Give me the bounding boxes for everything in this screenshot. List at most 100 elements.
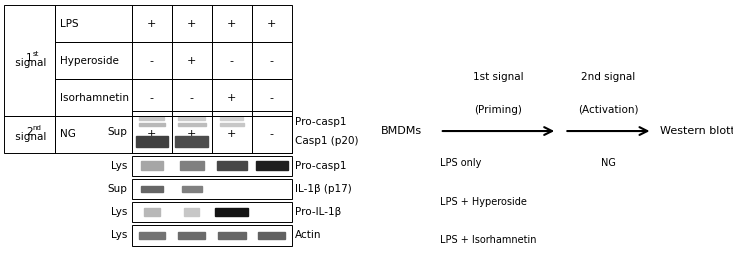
Bar [4,5,55,116]
Bar [55,5,131,42]
Text: NG: NG [60,129,75,140]
Bar [212,116,251,153]
Bar [251,42,292,79]
Bar [131,111,292,153]
Text: Isorhamnetin: Isorhamnetin [60,93,129,103]
Text: +: + [147,129,156,140]
Text: +: + [227,19,236,29]
Bar [256,162,287,170]
Bar [144,208,160,216]
Bar [131,156,292,176]
Text: 2nd signal: 2nd signal [581,72,636,82]
Text: Lys: Lys [111,161,128,171]
Bar [251,116,292,153]
Text: +: + [267,19,276,29]
Bar [139,232,164,239]
Text: BMDMs: BMDMs [381,126,422,136]
Text: (Activation): (Activation) [578,105,638,115]
Text: LPS only: LPS only [440,158,481,168]
Bar [220,123,243,126]
Text: signal: signal [12,58,47,69]
Bar [131,225,292,246]
Text: +: + [187,19,196,29]
Text: Hyperoside: Hyperoside [60,56,119,66]
Bar [55,79,131,116]
Bar [131,111,292,153]
Text: 1st signal: 1st signal [473,72,524,82]
Bar [218,232,246,239]
Text: nd: nd [32,125,42,130]
Text: Pro-casp1: Pro-casp1 [295,117,347,127]
Text: Pro-IL-1β: Pro-IL-1β [295,207,342,217]
Text: Casp1 (p20): Casp1 (p20) [295,136,359,146]
Bar [178,232,205,239]
Bar [131,116,172,153]
Bar [131,79,172,116]
Bar [212,42,251,79]
Text: Lys: Lys [111,230,128,241]
Text: -: - [229,56,234,66]
Bar [212,79,251,116]
Text: +: + [147,19,156,29]
Bar [172,116,212,153]
Bar [175,136,208,147]
Text: IL-1β (p17): IL-1β (p17) [295,184,352,194]
Text: signal: signal [12,132,47,142]
Bar [251,79,292,116]
Bar [216,162,246,170]
Text: LPS + Hyperoside: LPS + Hyperoside [440,197,527,207]
Text: NG: NG [601,158,616,168]
Bar [141,186,163,192]
Text: Actin: Actin [295,230,322,241]
Bar [55,42,131,79]
Text: st: st [32,51,39,57]
Bar [131,156,292,176]
Bar [136,136,168,147]
Text: +: + [187,56,196,66]
Bar [131,5,172,42]
Text: Sup: Sup [108,184,128,194]
Bar [172,42,212,79]
Bar [177,123,205,126]
Bar [141,162,163,170]
Bar [131,179,292,199]
Bar [258,232,285,239]
Text: -: - [270,129,273,140]
Text: Western blotting: Western blotting [660,126,733,136]
Bar [131,202,292,222]
Bar [139,123,164,126]
Text: -: - [270,56,273,66]
Bar [216,208,248,216]
Text: LPS + Isorhamnetin: LPS + Isorhamnetin [440,235,537,245]
Bar [220,117,243,120]
Text: +: + [187,129,196,140]
Bar [139,117,164,120]
Text: Sup: Sup [108,127,128,137]
Text: 1: 1 [26,53,33,63]
Bar [131,225,292,246]
Bar [4,116,55,153]
Text: +: + [227,129,236,140]
Bar [55,116,131,153]
Bar [251,5,292,42]
Bar [182,186,202,192]
Text: LPS: LPS [60,19,78,29]
Bar [184,208,199,216]
Bar [178,117,205,120]
Text: +: + [227,93,236,103]
Text: -: - [270,93,273,103]
Text: (Priming): (Priming) [474,105,523,115]
Bar [131,42,172,79]
Text: Lys: Lys [111,207,128,217]
Bar [131,202,292,222]
Bar [172,5,212,42]
Bar [180,162,204,170]
Bar [131,179,292,199]
Text: -: - [190,93,194,103]
Text: Pro-casp1: Pro-casp1 [295,161,347,171]
Text: 2: 2 [26,127,33,137]
Bar [172,79,212,116]
Bar [212,5,251,42]
Text: -: - [150,56,153,66]
Text: -: - [150,93,153,103]
